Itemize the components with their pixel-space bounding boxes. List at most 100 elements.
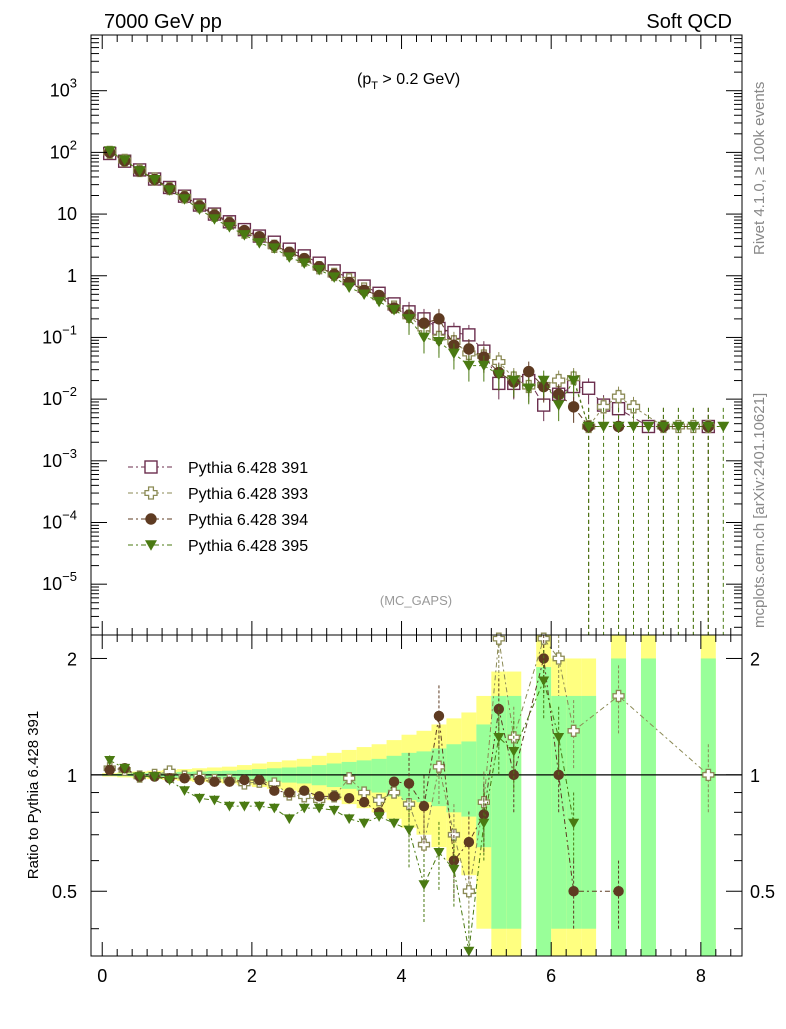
data-point [193,204,206,215]
data-point [523,365,535,378]
legend: Pythia 6.428 391 Pythia 6.428 393 Pythia 6… [128,460,308,555]
legend-label: Pythia 6.428 395 [188,538,308,555]
x-tick-label: 4 [397,966,407,986]
y-tick-label: 10−1 [42,322,77,347]
data-point [104,755,116,766]
x-tick-label: 6 [546,966,556,986]
data-point [702,421,715,433]
band-green [461,741,477,817]
band-green [536,667,552,956]
x-tick-label: 0 [97,966,107,986]
data-point [144,460,158,474]
data-point [328,805,340,816]
data-point [388,818,400,829]
y-tick-label: 10−3 [42,446,77,471]
data-point [268,803,280,814]
data-point [717,421,730,433]
series-line [109,151,709,427]
data-point [567,724,580,737]
mcplots-label: mcplots.cern.ch [arXiv:2401.10621] [751,393,768,628]
data-point [313,264,326,276]
cut-label: (pT > 0.2 GeV) [357,71,460,92]
data-point [358,818,370,829]
data-point [298,258,311,269]
data-point [253,801,265,812]
analysis-watermark: (MC_GAPS) [380,593,452,608]
data-point [194,774,205,786]
data-point [328,272,341,283]
y-tick-label: 1 [67,266,77,286]
data-point [612,689,625,703]
data-point [567,401,580,413]
data-point [133,166,146,177]
band-green [551,695,567,929]
data-point [627,421,640,433]
data-point [313,791,325,802]
data-point [194,793,205,804]
data-point [163,185,176,196]
data-point [552,400,565,411]
energy-label: 7000 GeV pp [104,11,222,33]
data-point [657,421,670,433]
data-point [462,360,475,372]
data-point [612,421,625,433]
data-point [508,746,520,757]
data-point [418,880,430,890]
data-point [478,818,490,829]
data-point [254,774,265,786]
data-point [403,314,416,325]
data-point [373,296,386,308]
data-point [269,785,280,796]
ratio-y-tick-label-right: 1 [750,766,760,786]
data-point [582,421,595,433]
ratio-y-tick-label: 0.5 [52,882,77,902]
data-point [209,776,220,787]
ratio-y-axis-label: Ratio to Pythia 6.428 391 [25,711,42,879]
data-point [626,400,641,414]
data-point [477,360,490,372]
data-point [418,317,430,329]
data-point [508,769,520,781]
ratio-y-tick-label: 2 [67,649,77,669]
data-point [145,513,157,525]
band-green [491,695,507,929]
data-point [119,763,131,774]
data-point [448,864,460,875]
ratio-y-tick-label-right: 0.5 [750,882,775,902]
legend-label: Pythia 6.428 391 [188,460,308,477]
data-point [223,222,236,233]
data-point [208,214,221,225]
data-point [224,776,235,787]
data-point [343,772,356,785]
ratio-y-tick-label: 1 [67,766,77,786]
data-point [239,774,250,786]
y-tick-label: 10−5 [42,569,77,594]
data-point [537,375,550,387]
data-point [462,885,476,898]
data-point [568,818,580,829]
data-point [403,825,415,836]
data-point [417,838,431,851]
data-point [223,801,235,812]
data-point [299,785,310,796]
data-point [417,332,430,344]
data-point [178,194,191,205]
process-label: Soft QCD [646,11,732,33]
series-line [109,150,724,427]
data-point [552,373,566,388]
data-point [298,803,310,814]
main-plot-markers [103,145,730,635]
data-point [642,421,655,433]
data-point [372,794,386,807]
data-point [104,764,115,776]
data-point [611,389,626,404]
data-point [552,652,565,665]
ratio-band-layer [91,635,742,956]
band-green [356,760,372,791]
y-tick-label: 10 [57,204,77,224]
data-point [463,946,475,957]
band-green [566,695,582,929]
band-green [506,695,522,929]
data-point [343,814,355,824]
data-point [313,803,325,814]
